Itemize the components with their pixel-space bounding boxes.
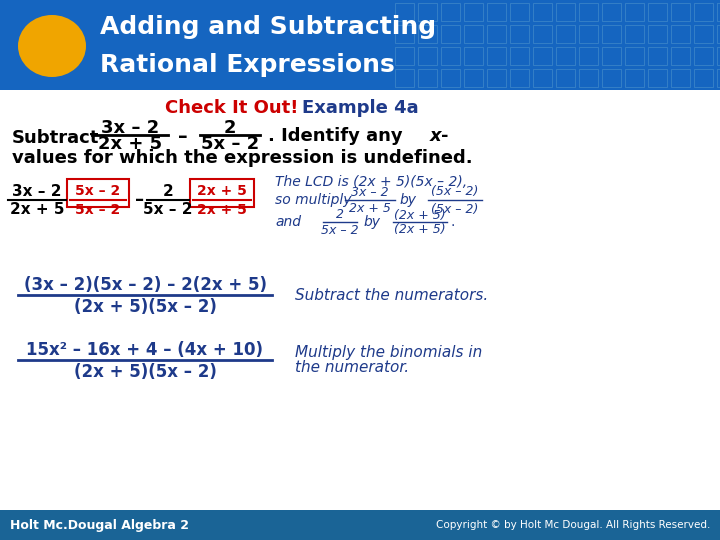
Text: Subtract the numerators.: Subtract the numerators.	[295, 287, 488, 302]
Text: 2: 2	[336, 208, 344, 221]
Text: Example 4a: Example 4a	[302, 99, 418, 117]
Text: 2x + 5: 2x + 5	[10, 202, 64, 218]
Text: values for which the expression is undefined.: values for which the expression is undef…	[12, 149, 472, 167]
Text: 5x – 2: 5x – 2	[201, 135, 259, 153]
Text: so multiply: so multiply	[275, 193, 351, 207]
Text: Rational Expressions: Rational Expressions	[100, 53, 395, 77]
Text: (3x – 2)(5x – 2) – 2(2x + 5): (3x – 2)(5x – 2) – 2(2x + 5)	[24, 276, 266, 294]
Text: (5x – 2): (5x – 2)	[431, 202, 479, 215]
Text: 2: 2	[163, 184, 174, 199]
Text: Subtract: Subtract	[12, 129, 99, 147]
Text: 2x + 5: 2x + 5	[349, 202, 391, 215]
FancyBboxPatch shape	[0, 510, 720, 540]
Text: 5x – 2: 5x – 2	[76, 184, 121, 198]
Text: (2x + 5)(5x – 2): (2x + 5)(5x – 2)	[73, 363, 217, 381]
Text: . Identify any: . Identify any	[268, 127, 409, 145]
Text: .: .	[450, 215, 454, 229]
Text: 5x – 2: 5x – 2	[143, 202, 193, 218]
Text: (5x – 2): (5x – 2)	[431, 186, 479, 199]
Text: (2x + 5): (2x + 5)	[394, 224, 446, 237]
Text: 3x – 2: 3x – 2	[351, 186, 389, 199]
Text: -: -	[441, 127, 449, 145]
Text: 2: 2	[224, 119, 236, 137]
Text: the numerator.: the numerator.	[295, 361, 409, 375]
Text: (2x + 5): (2x + 5)	[394, 208, 446, 221]
Text: 3x – 2: 3x – 2	[12, 184, 62, 199]
Text: (2x + 5)(5x – 2): (2x + 5)(5x – 2)	[73, 298, 217, 316]
Ellipse shape	[18, 15, 86, 77]
Text: Adding and Subtracting: Adding and Subtracting	[100, 15, 436, 39]
Text: Check It Out!: Check It Out!	[165, 99, 298, 117]
Text: x: x	[430, 127, 441, 145]
Text: 2x + 5: 2x + 5	[98, 135, 162, 153]
Text: 5x – 2: 5x – 2	[321, 224, 359, 237]
Text: and: and	[275, 215, 301, 229]
Text: 3x – 2: 3x – 2	[101, 119, 159, 137]
Text: 2x + 5: 2x + 5	[197, 203, 247, 217]
Text: by: by	[400, 193, 417, 207]
Text: by: by	[363, 215, 380, 229]
Text: 5x – 2: 5x – 2	[76, 203, 121, 217]
Text: Copyright © by Holt Mc Dougal. All Rights Reserved.: Copyright © by Holt Mc Dougal. All Right…	[436, 520, 710, 530]
Text: 15x² – 16x + 4 – (4x + 10): 15x² – 16x + 4 – (4x + 10)	[27, 341, 264, 359]
FancyBboxPatch shape	[0, 0, 720, 90]
Text: The LCD is (2x + 5)(5x – 2),: The LCD is (2x + 5)(5x – 2),	[275, 175, 467, 189]
Text: –: –	[135, 191, 145, 209]
Text: 2x + 5: 2x + 5	[197, 184, 247, 198]
Text: Multiply the binomials in: Multiply the binomials in	[295, 345, 482, 360]
Text: Holt Mc.Dougal Algebra 2: Holt Mc.Dougal Algebra 2	[10, 518, 189, 531]
Text: –: –	[178, 126, 188, 145]
